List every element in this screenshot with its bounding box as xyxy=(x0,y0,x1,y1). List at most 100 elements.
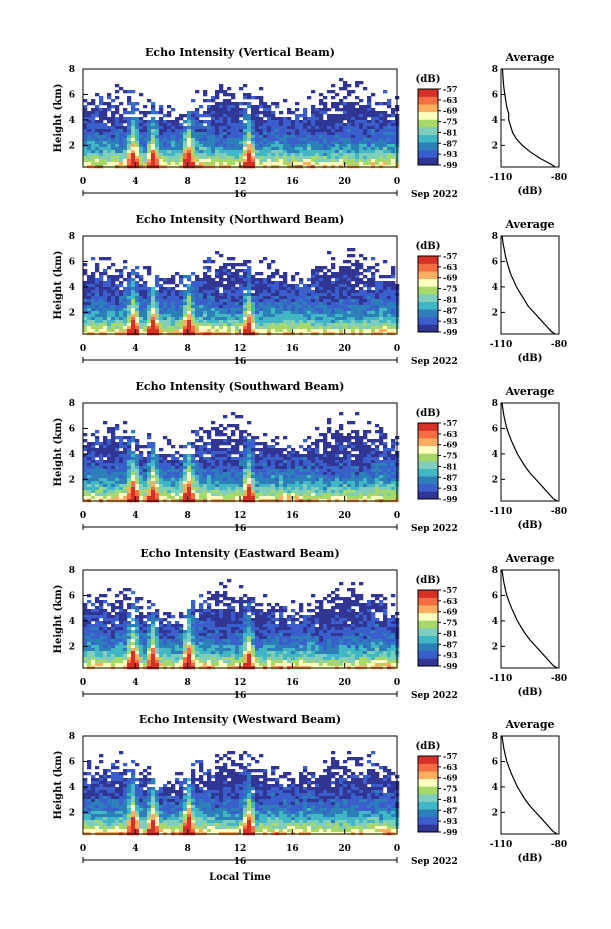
heatmap-cell xyxy=(199,490,204,494)
heatmap-cell xyxy=(379,484,384,488)
heatmap-cell xyxy=(347,84,352,88)
heatmap-cell xyxy=(215,159,220,163)
heatmap-cell xyxy=(263,433,268,437)
heatmap-cell xyxy=(159,448,164,452)
heatmap-cell xyxy=(283,311,288,315)
heatmap-cell xyxy=(379,314,384,318)
heatmap-cell xyxy=(199,314,204,318)
heatmap-cell xyxy=(287,463,292,467)
heatmap-cell xyxy=(271,281,276,285)
heatmap-cell xyxy=(151,320,156,324)
heatmap-cell xyxy=(391,314,396,318)
heatmap-cell xyxy=(319,463,324,467)
heatmap-cell xyxy=(351,299,356,303)
heatmap-cell xyxy=(183,472,188,476)
heatmap-cell xyxy=(271,490,276,494)
heatmap-cell xyxy=(295,272,300,276)
heatmap-cell xyxy=(363,320,368,324)
heatmap-cell xyxy=(123,430,128,434)
heatmap-cell xyxy=(315,326,320,330)
heatmap-cell xyxy=(175,329,180,333)
heatmap-cell xyxy=(335,162,340,166)
heatmap-cell xyxy=(327,281,332,285)
heatmap-cell xyxy=(351,475,356,479)
heatmap-cell xyxy=(215,102,220,106)
heatmap-cell xyxy=(339,436,344,440)
heatmap-cell xyxy=(371,278,376,282)
heatmap-cell xyxy=(271,275,276,279)
heatmap-cell xyxy=(263,469,268,473)
heatmap-cell xyxy=(271,308,276,312)
heatmap-cell xyxy=(271,329,276,333)
heatmap-cell xyxy=(215,451,220,455)
heatmap-cell xyxy=(343,314,348,318)
heatmap-cell xyxy=(231,478,236,482)
colorbar-swatch xyxy=(418,286,438,295)
heatmap-cell xyxy=(127,475,132,479)
heatmap-cell xyxy=(179,141,184,145)
heatmap-cell xyxy=(107,102,112,106)
heatmap-cell xyxy=(351,472,356,476)
heatmap-cell xyxy=(291,138,296,142)
heatmap-cell xyxy=(343,281,348,285)
heatmap-cell xyxy=(267,496,272,500)
heatmap-cell xyxy=(363,457,368,461)
heatmap-cell xyxy=(183,496,188,500)
heatmap-cell xyxy=(163,472,168,476)
heatmap-cell xyxy=(243,284,248,288)
heatmap-cell xyxy=(119,454,124,458)
heatmap-cell xyxy=(215,448,220,452)
heatmap-cell xyxy=(115,299,120,303)
heatmap-cell xyxy=(259,484,264,488)
heatmap-cell xyxy=(131,463,136,467)
heatmap-cell xyxy=(167,287,172,291)
heatmap-cell xyxy=(199,290,204,294)
heatmap-cell xyxy=(295,132,300,136)
heatmap-cell xyxy=(367,457,372,461)
heatmap-cell xyxy=(95,290,100,294)
heatmap-cell xyxy=(139,147,144,151)
heatmap-cell xyxy=(115,469,120,473)
heatmap-cell xyxy=(103,308,108,312)
heatmap-cell xyxy=(227,141,232,145)
heatmap-cell xyxy=(307,329,312,333)
heatmap-cell xyxy=(195,117,200,121)
heatmap-cell xyxy=(83,111,88,115)
heatmap-cell xyxy=(331,138,336,142)
heatmap-cell xyxy=(243,314,248,318)
heatmap-cell xyxy=(195,323,200,327)
heatmap-cell xyxy=(123,305,128,309)
heatmap-cell xyxy=(119,114,124,118)
heatmap-cell xyxy=(203,451,208,455)
heatmap-cell xyxy=(243,162,248,166)
heatmap-cell xyxy=(323,272,328,276)
heatmap-cell xyxy=(335,129,340,133)
heatmap-cell xyxy=(259,281,264,285)
heatmap-cell xyxy=(339,311,344,315)
heatmap-cell xyxy=(207,114,212,118)
heatmap-cell xyxy=(115,427,120,431)
heatmap-cell xyxy=(223,284,228,288)
heatmap-cell xyxy=(235,162,240,166)
heatmap-cell xyxy=(363,436,368,440)
heatmap-cell xyxy=(263,135,268,139)
heatmap-cell xyxy=(279,463,284,467)
heatmap-cell xyxy=(187,305,192,309)
heatmap-cell xyxy=(287,466,292,470)
heatmap-cell xyxy=(231,114,236,118)
heatmap-cell xyxy=(279,466,284,470)
heatmap-cell xyxy=(315,484,320,488)
heatmap-cell xyxy=(251,466,256,470)
heatmap-cell xyxy=(87,302,92,306)
heatmap-cell xyxy=(323,144,328,148)
heatmap-cell xyxy=(127,481,132,485)
heatmap-cell xyxy=(335,278,340,282)
heatmap-cell xyxy=(379,487,384,491)
heatmap-cell xyxy=(375,472,380,476)
heatmap-cell xyxy=(199,126,204,130)
heatmap-cell xyxy=(303,114,308,118)
heatmap-cell xyxy=(303,475,308,479)
heatmap-cell xyxy=(195,141,200,145)
heatmap-cell xyxy=(95,460,100,464)
heatmap-cell xyxy=(119,153,124,157)
